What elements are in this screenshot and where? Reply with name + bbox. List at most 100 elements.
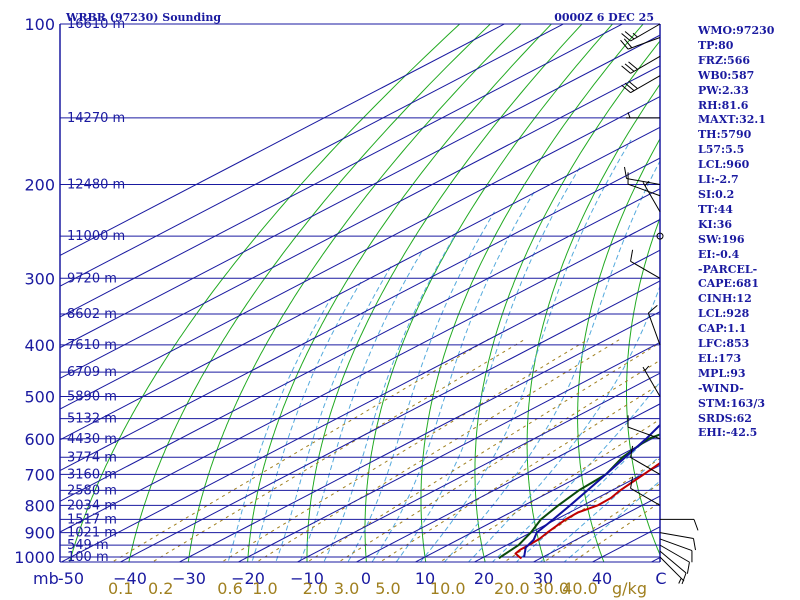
temperature-tick-label: 40 bbox=[592, 569, 612, 588]
sounding-index: STM:163/3 bbox=[698, 396, 765, 410]
wind-barb bbox=[627, 172, 661, 197]
barb-shaft bbox=[630, 260, 661, 279]
isotherm bbox=[119, 280, 660, 562]
sounding-index: LFC:853 bbox=[698, 337, 750, 351]
barb-flag bbox=[621, 65, 631, 74]
moist-adiabat bbox=[491, 381, 660, 562]
height-label: 4430 m bbox=[67, 432, 117, 447]
barb-shaft bbox=[647, 312, 661, 346]
dry-adiabat bbox=[187, 24, 522, 562]
barb-half-flag bbox=[678, 578, 682, 584]
moist-adiabat bbox=[251, 281, 362, 562]
moist-adiabat bbox=[323, 231, 458, 562]
pressure-label: 400 bbox=[24, 336, 55, 355]
isotherm bbox=[355, 403, 660, 562]
sounding-index: SI:0.2 bbox=[698, 187, 735, 201]
mixing-ratio-label: 2.0 bbox=[303, 579, 328, 598]
height-label: 100 m bbox=[67, 550, 109, 565]
height-label: 11000 m bbox=[67, 229, 125, 244]
pressure-axis-labels: 100 200 300 400 500 600 700 800 900 1000 bbox=[14, 15, 55, 567]
moist-adiabat bbox=[539, 455, 660, 562]
wind-barb bbox=[630, 476, 661, 506]
dry-adiabat bbox=[69, 24, 461, 562]
barb-flag bbox=[692, 538, 697, 551]
barb-flag bbox=[624, 63, 635, 72]
wind-barb bbox=[659, 550, 687, 585]
barb-flag bbox=[623, 38, 633, 49]
barb-flag bbox=[621, 33, 631, 42]
profile-temperature bbox=[514, 461, 660, 560]
wind-barb bbox=[660, 518, 699, 531]
pressure-label: 100 bbox=[24, 15, 55, 34]
barb-shaft bbox=[659, 556, 685, 582]
pressure-label: 300 bbox=[24, 269, 55, 288]
sounding-index: CAP:1.1 bbox=[698, 322, 747, 336]
temperature-tick-label: −40 bbox=[113, 569, 147, 588]
barb-flag bbox=[630, 249, 634, 262]
dry-adiabat bbox=[626, 216, 660, 556]
pressure-label: 200 bbox=[24, 175, 55, 194]
isotherm bbox=[60, 24, 506, 257]
profile-parcel bbox=[523, 423, 660, 558]
height-label: 2580 m bbox=[67, 483, 117, 498]
sounding-index: LI:-2.7 bbox=[698, 173, 739, 187]
wind-barb bbox=[659, 538, 693, 563]
height-label: 3774 m bbox=[67, 450, 117, 465]
wind-barb bbox=[621, 55, 661, 74]
moist-adiabat bbox=[395, 166, 581, 562]
wind-barb bbox=[623, 166, 661, 185]
height-label: 2034 m bbox=[67, 498, 117, 513]
barb-shaft bbox=[630, 23, 661, 42]
isotherm bbox=[237, 341, 660, 562]
wind-barb bbox=[621, 23, 661, 42]
mixing-ratio-label: 30.0 bbox=[533, 579, 569, 598]
isotherm bbox=[60, 24, 565, 287]
barb-shaft bbox=[627, 37, 661, 50]
height-label: 5132 m bbox=[67, 412, 117, 427]
sounding-index: FRZ:566 bbox=[698, 53, 751, 67]
valid-time: 0000Z 6 DEC 25 bbox=[554, 11, 654, 24]
temperature-tick-label: −20 bbox=[231, 569, 265, 588]
isotherm bbox=[60, 218, 660, 533]
wind-barb bbox=[659, 556, 685, 584]
barb-shaft bbox=[659, 538, 693, 552]
barb-flag bbox=[630, 445, 634, 458]
height-label: 1517 m bbox=[67, 512, 117, 527]
chart-title: WRBR (97230) Sounding bbox=[65, 11, 221, 24]
barb-shaft bbox=[642, 182, 661, 212]
sounding-index: SRDS:62 bbox=[698, 411, 752, 425]
moist-adiabat bbox=[467, 284, 660, 562]
isotherm bbox=[296, 372, 660, 562]
mixing-ratio-label: 5.0 bbox=[375, 579, 400, 598]
barb-shaft bbox=[630, 75, 661, 94]
mixing-ratio-label: 1.0 bbox=[252, 579, 277, 598]
sounding-index: EHI:-42.5 bbox=[698, 426, 758, 440]
barb-flag bbox=[628, 61, 638, 70]
barb-flag bbox=[624, 82, 635, 92]
calm-circle bbox=[656, 232, 664, 240]
barb-half-flag bbox=[644, 365, 650, 371]
height-label: 16610 m bbox=[67, 17, 125, 32]
sounding-index: LCL:960 bbox=[698, 158, 750, 172]
isotherm bbox=[60, 34, 660, 349]
plot-frame bbox=[59, 24, 661, 563]
isotherm bbox=[178, 311, 660, 562]
barb-shaft bbox=[659, 544, 690, 563]
barb-shaft bbox=[630, 487, 661, 506]
sounding-index: TH:5790 bbox=[698, 128, 752, 142]
dry-adiabat bbox=[247, 24, 553, 562]
wind-barb bbox=[642, 365, 661, 397]
sounding-index: KI:36 bbox=[698, 217, 733, 231]
barb-flag bbox=[621, 84, 631, 94]
sounding-index: EL:173 bbox=[698, 351, 742, 365]
barb-shaft bbox=[630, 55, 661, 74]
sounding-index: PW:2.33 bbox=[698, 83, 749, 97]
mixing-ratio-label: 10.0 bbox=[430, 579, 466, 598]
barb-shaft bbox=[642, 366, 661, 397]
wind-barb bbox=[621, 75, 661, 94]
mixing-ratio-label: 40.0 bbox=[562, 579, 598, 598]
isobars bbox=[60, 23, 660, 558]
isotherm bbox=[60, 157, 660, 472]
height-label: 7610 m bbox=[67, 338, 117, 353]
